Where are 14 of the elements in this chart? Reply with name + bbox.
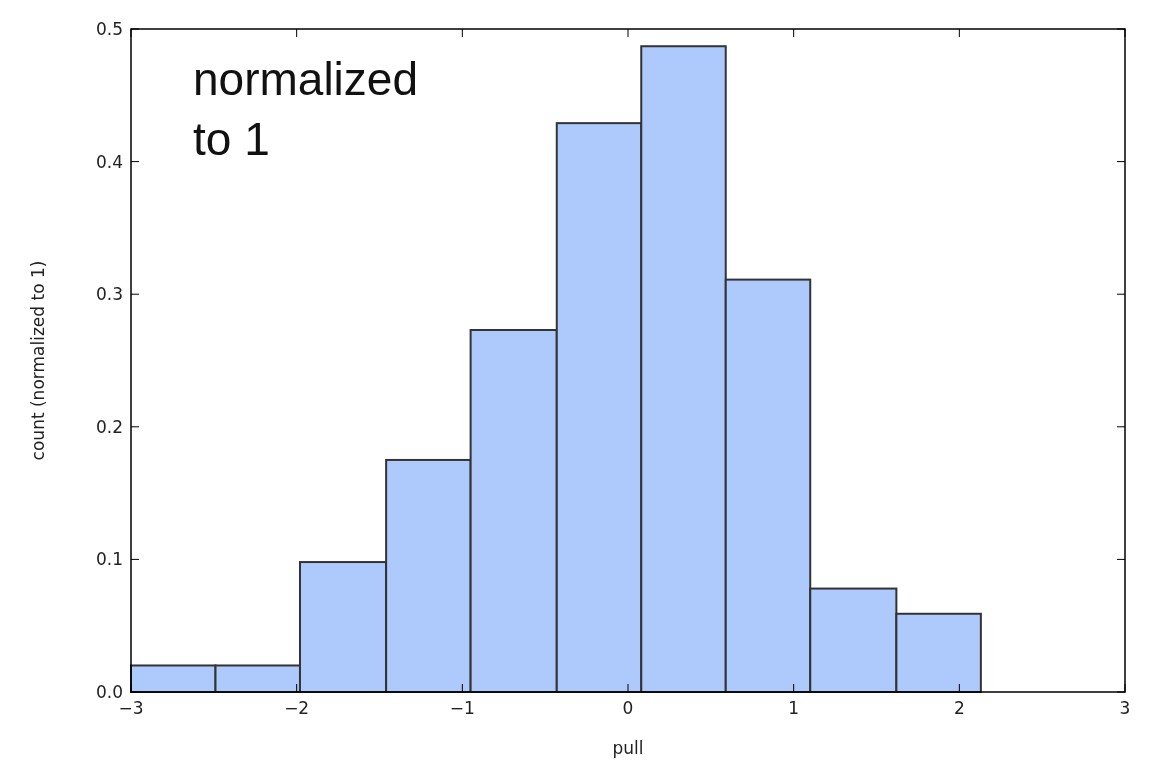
y-tick-label: 0.1 xyxy=(95,549,123,570)
x-tick-label: 3 xyxy=(1119,698,1131,718)
y-tick-label: 0.4 xyxy=(95,151,123,172)
y-tick-label: 0.5 xyxy=(95,19,123,39)
x-tick-label: 1 xyxy=(788,698,800,718)
annotation: normalized to 1 xyxy=(193,53,418,165)
x-tick-label: −2 xyxy=(284,698,310,718)
x-tick-label: −1 xyxy=(449,698,475,718)
y-tick-label: 0.3 xyxy=(95,284,123,305)
x-tick-label: 2 xyxy=(953,698,965,718)
y-axis-title: count (normalized to 1) xyxy=(28,260,48,461)
x-tick-label: 0 xyxy=(622,698,634,718)
y-tick-label: 0.2 xyxy=(95,416,123,437)
x-axis-title: pull xyxy=(612,738,644,758)
